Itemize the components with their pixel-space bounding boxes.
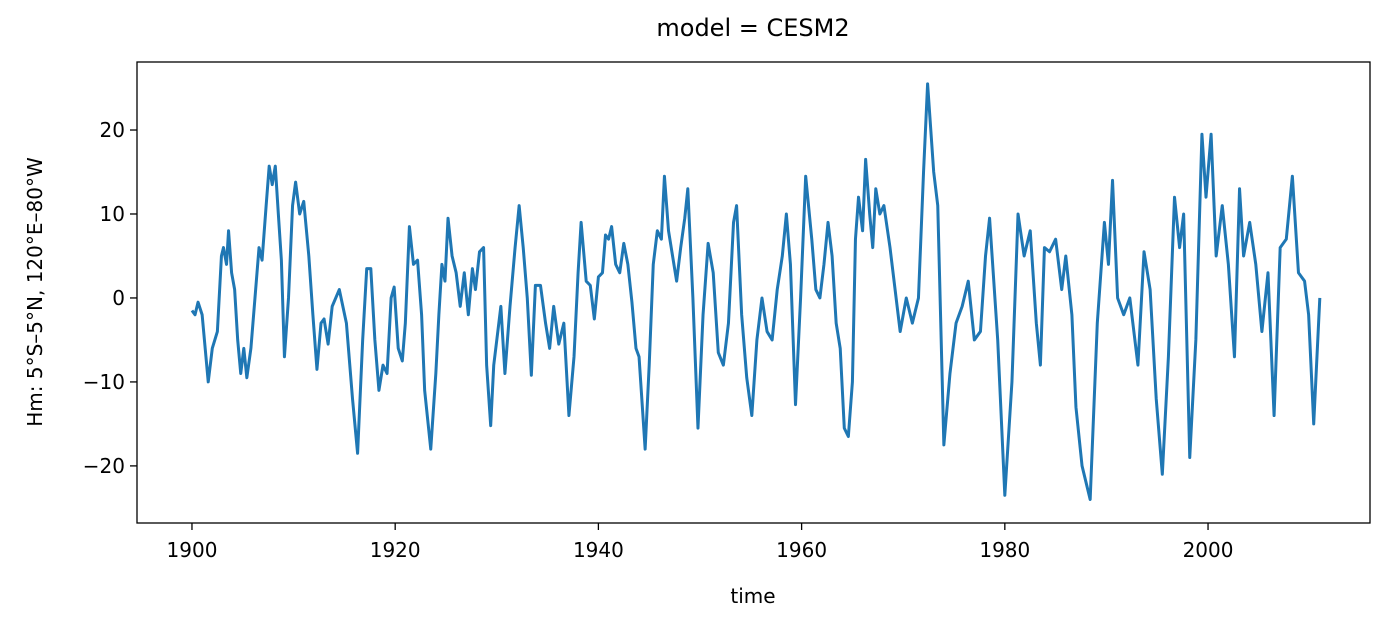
x-tick-label: 1980 [979,538,1030,562]
y-tick-label: −20 [83,454,125,478]
y-tick-label: 20 [100,118,125,142]
x-tick-label: 1940 [573,538,624,562]
data-line [190,82,1322,501]
y-tick-label: −10 [83,370,125,394]
x-tick-label: 1960 [776,538,827,562]
chart-title: model = CESM2 [656,14,849,42]
y-axis-label: Hm: 5°S–5°N, 120°E–80°W [23,157,47,427]
y-tick-label: 0 [112,286,125,310]
x-tick-label: 2000 [1183,538,1234,562]
y-tick-label: 10 [100,202,125,226]
x-tick-label: 1900 [167,538,218,562]
x-tick-label: 1920 [370,538,421,562]
x-axis-label: time [730,584,775,608]
plot-frame [136,61,1371,524]
